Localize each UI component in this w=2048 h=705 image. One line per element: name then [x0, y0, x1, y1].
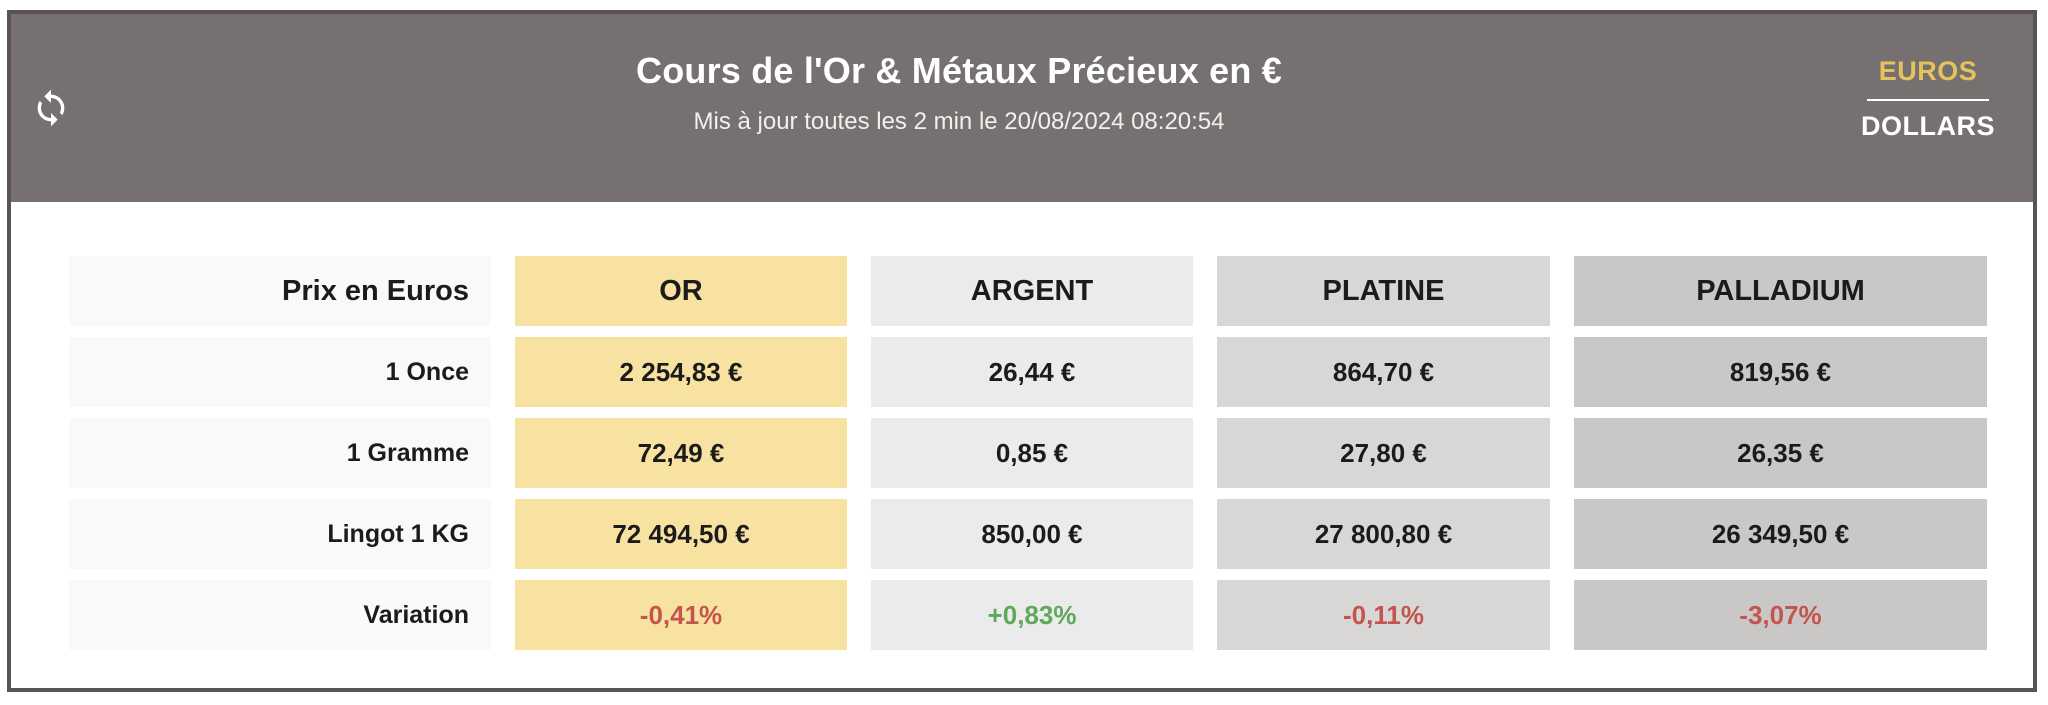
price-table: Prix en Euros OR ARGENT PLATINE PALLADIU… [69, 256, 1987, 650]
price-palladium-lingot: 26 349,50 € [1574, 499, 1987, 569]
page-title: Cours de l'Or & Métaux Précieux en € [636, 50, 1282, 91]
price-argent-lingot: 850,00 € [871, 499, 1193, 569]
refresh-button[interactable] [31, 86, 75, 130]
price-palladium-once: 819,56 € [1574, 337, 1987, 407]
col-header-palladium: PALLADIUM [1574, 256, 1987, 326]
header-center: Cours de l'Or & Métaux Précieux en € Mis… [95, 14, 1823, 202]
price-platine-lingot: 27 800,80 € [1217, 499, 1550, 569]
variation-palladium: -3,07% [1574, 580, 1987, 650]
col-header-argent: ARGENT [871, 256, 1193, 326]
last-update-text: Mis à jour toutes les 2 min le 20/08/202… [693, 108, 1225, 135]
price-or-once: 2 254,83 € [515, 337, 847, 407]
price-or-lingot: 72 494,50 € [515, 499, 847, 569]
price-platine-once: 864,70 € [1217, 337, 1550, 407]
row-label-gramme: 1 Gramme [69, 418, 491, 488]
row-label-lingot: Lingot 1 KG [69, 499, 491, 569]
refresh-icon [31, 88, 75, 128]
row-label-variation: Variation [69, 580, 491, 650]
price-or-gramme: 72,49 € [515, 418, 847, 488]
row-label-once: 1 Once [69, 337, 491, 407]
currency-switcher: EUROS DOLLARS [1823, 14, 2033, 202]
table-corner-label: Prix en Euros [69, 256, 491, 326]
price-platine-gramme: 27,80 € [1217, 418, 1550, 488]
currency-dollars-button[interactable]: DOLLARS [1857, 109, 1999, 144]
col-header-or: OR [515, 256, 847, 326]
col-header-platine: PLATINE [1217, 256, 1550, 326]
variation-platine: -0,11% [1217, 580, 1550, 650]
currency-divider [1867, 99, 1989, 101]
currency-euros-button[interactable]: EUROS [1875, 54, 1982, 89]
variation-or: -0,41% [515, 580, 847, 650]
price-argent-gramme: 0,85 € [871, 418, 1193, 488]
price-palladium-gramme: 26,35 € [1574, 418, 1987, 488]
widget-header: Cours de l'Or & Métaux Précieux en € Mis… [11, 14, 2033, 202]
variation-argent: +0,83% [871, 580, 1193, 650]
header-left [11, 14, 95, 202]
gold-price-widget: Cours de l'Or & Métaux Précieux en € Mis… [7, 10, 2037, 692]
price-argent-once: 26,44 € [871, 337, 1193, 407]
